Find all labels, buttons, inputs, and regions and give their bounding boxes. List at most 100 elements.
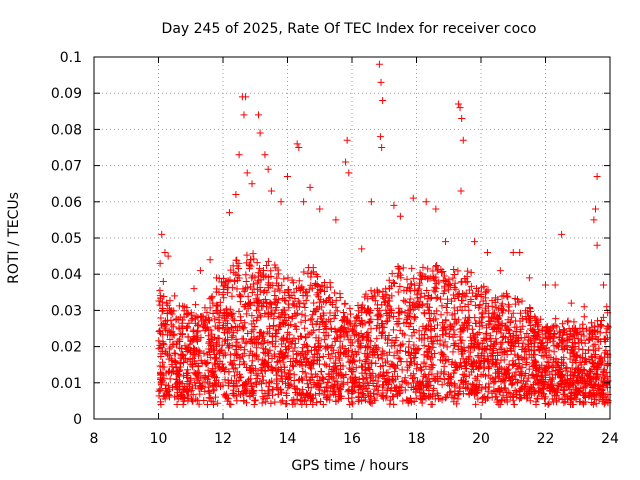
- data-point: [401, 298, 409, 306]
- data-point: [322, 384, 330, 392]
- data-point: [460, 323, 468, 331]
- data-point: [294, 297, 302, 305]
- data-point: [335, 354, 343, 362]
- data-point: [335, 386, 343, 394]
- data-point: [427, 293, 435, 301]
- data-point: [386, 377, 394, 385]
- data-point: [458, 306, 466, 314]
- data-point: [317, 315, 325, 323]
- data-point: [256, 129, 264, 137]
- data-point: [397, 341, 405, 349]
- data-point: [420, 334, 428, 342]
- data-point: [541, 393, 549, 401]
- data-point: [289, 279, 297, 287]
- data-point: [271, 261, 279, 269]
- data-point: [570, 331, 578, 339]
- data-point: [321, 288, 329, 296]
- data-point: [418, 396, 426, 404]
- data-point: [212, 393, 220, 401]
- data-point: [184, 369, 192, 377]
- data-point: [465, 354, 473, 362]
- data-point: [189, 335, 197, 343]
- data-point: [159, 304, 167, 312]
- data-point: [493, 388, 501, 396]
- data-point: [431, 276, 439, 284]
- data-point: [260, 337, 268, 345]
- data-point: [328, 300, 336, 308]
- data-point: [591, 340, 599, 348]
- data-point: [379, 287, 387, 295]
- data-point: [248, 312, 256, 320]
- data-point: [497, 397, 505, 405]
- data-point: [371, 396, 379, 404]
- data-point: [500, 333, 508, 341]
- data-point: [308, 320, 316, 328]
- data-point: [561, 391, 569, 399]
- data-point: [464, 318, 472, 326]
- data-point: [243, 251, 251, 259]
- data-point: [349, 353, 357, 361]
- data-point: [540, 364, 548, 372]
- data-point: [393, 392, 401, 400]
- data-point: [415, 285, 423, 293]
- data-point: [159, 363, 167, 371]
- data-point: [218, 341, 226, 349]
- y-tick-label: 0.09: [51, 86, 82, 102]
- data-point: [505, 374, 513, 382]
- chart-title: Day 245 of 2025, Rate Of TEC Index for r…: [162, 21, 537, 37]
- data-point: [287, 358, 295, 366]
- data-point: [365, 319, 373, 327]
- data-point: [298, 310, 306, 318]
- data-point: [365, 382, 373, 390]
- data-point: [467, 298, 475, 306]
- data-point: [205, 314, 213, 322]
- data-point: [335, 393, 343, 401]
- data-point: [333, 328, 341, 336]
- data-point: [437, 268, 445, 276]
- data-point: [497, 326, 505, 334]
- data-point: [241, 379, 249, 387]
- data-point: [507, 333, 515, 341]
- data-point: [433, 389, 441, 397]
- data-point: [190, 326, 198, 334]
- data-point: [580, 303, 588, 311]
- data-point: [442, 394, 450, 402]
- data-point: [450, 326, 458, 334]
- data-point: [211, 367, 219, 375]
- data-point: [458, 115, 466, 123]
- data-point: [215, 325, 223, 333]
- data-point: [265, 279, 273, 287]
- data-point: [563, 318, 571, 326]
- data-point: [201, 304, 209, 312]
- data-point: [320, 336, 328, 344]
- data-point: [344, 325, 352, 333]
- data-point: [530, 327, 538, 335]
- data-point: [162, 349, 170, 357]
- data-point: [570, 353, 578, 361]
- data-point: [160, 293, 168, 301]
- data-point: [282, 372, 290, 380]
- data-point: [324, 350, 332, 358]
- data-point: [531, 313, 539, 321]
- data-point: [194, 362, 202, 370]
- data-point: [308, 346, 316, 354]
- data-point: [311, 308, 319, 316]
- x-tick-label: 8: [90, 431, 99, 447]
- data-point: [202, 360, 210, 368]
- data-point: [301, 369, 309, 377]
- data-point: [281, 369, 289, 377]
- data-point: [328, 350, 336, 358]
- data-point: [295, 144, 303, 151]
- data-point: [274, 299, 282, 307]
- data-point: [240, 323, 248, 331]
- data-point: [548, 395, 556, 403]
- data-point: [458, 345, 466, 353]
- data-point: [396, 212, 404, 220]
- data-point: [418, 386, 426, 394]
- data-point: [463, 358, 471, 366]
- data-point: [355, 342, 363, 350]
- data-point: [307, 315, 315, 323]
- data-point: [382, 394, 390, 402]
- x-tick-label: 14: [279, 431, 297, 447]
- data-point: [367, 399, 375, 407]
